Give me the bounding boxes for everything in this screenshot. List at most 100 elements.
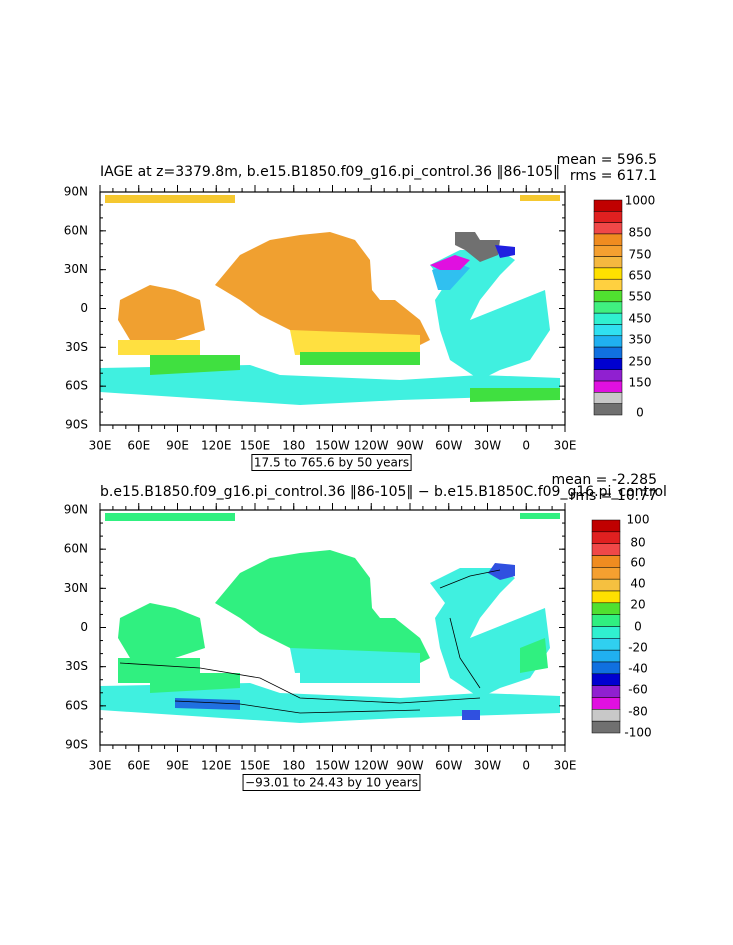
colorbar-box <box>593 233 623 246</box>
lon-label: 180 <box>282 759 305 773</box>
colorbar-box <box>591 661 621 675</box>
lon-label: 0 <box>522 439 530 453</box>
colorbar-box <box>593 301 623 314</box>
colorbar-box <box>591 720 621 734</box>
lat-label: 60N <box>64 542 88 556</box>
lon-label: 90W <box>396 759 423 773</box>
colorbar-label: 150 <box>629 376 652 390</box>
colorbar-box <box>593 324 623 337</box>
colorbar-label: 550 <box>629 290 652 304</box>
lon-label: 60E <box>127 759 150 773</box>
lat-label: 60S <box>65 698 88 712</box>
colorbar-label: 60 <box>630 556 645 570</box>
colorbar-box <box>593 211 623 223</box>
lon-label: 30E <box>89 759 112 773</box>
lon-label: 30E <box>554 759 577 773</box>
map-fill <box>100 513 560 723</box>
colorbar-label: 650 <box>629 269 652 283</box>
colorbar-box <box>593 267 623 280</box>
colorbar-box <box>593 245 623 257</box>
colorbar-box <box>591 626 621 639</box>
colorbar-label: -40 <box>628 662 648 676</box>
lon-label: 150W <box>315 439 350 453</box>
colorbar-box <box>593 256 623 269</box>
rms-label: rms = 10.77 <box>570 488 657 504</box>
lat-label: 90S <box>65 418 88 432</box>
lat-label: 30N <box>64 581 88 595</box>
colorbar-box <box>593 199 623 212</box>
colorbar-box <box>591 590 621 604</box>
lon-label: 120E <box>201 759 232 773</box>
panel-title: IAGE at z=3379.8m, b.e15.B1850.f09_g16.p… <box>100 164 560 180</box>
colorbar-box <box>593 290 623 303</box>
colorbar-box <box>591 649 621 663</box>
colorbar-box <box>591 709 621 722</box>
info-label: 17.5 to 765.6 by 50 years <box>254 456 409 470</box>
colorbar-box <box>591 519 621 533</box>
colorbar-box <box>591 543 621 556</box>
lon-label: 30E <box>554 439 577 453</box>
lon-label: 120E <box>201 439 232 453</box>
lon-label: 90E <box>166 759 189 773</box>
colorbar-box <box>591 614 621 627</box>
colorbar-label: 80 <box>630 536 645 550</box>
colorbar-box <box>591 531 621 544</box>
lon-label: 150E <box>240 759 271 773</box>
map-fill <box>100 195 560 405</box>
colorbar-label: -100 <box>624 726 651 740</box>
colorbar-label: 250 <box>629 355 652 369</box>
lat-label: 30N <box>64 262 88 276</box>
colorbar-label: 40 <box>630 577 645 591</box>
lon-label: 120W <box>354 759 389 773</box>
lon-label: 150W <box>315 759 350 773</box>
lon-label: 0 <box>522 759 530 773</box>
colorbar-box <box>593 358 623 370</box>
info-box <box>251 454 412 471</box>
lat-label: 0 <box>80 620 88 634</box>
colorbar-box <box>591 685 621 698</box>
info-box <box>242 774 421 791</box>
lat-label: 0 <box>80 301 88 315</box>
colorbar-box <box>593 222 623 235</box>
mean-label: mean = 596.5 <box>557 152 657 168</box>
colorbar-box <box>593 380 623 393</box>
lon-label: 60E <box>127 439 150 453</box>
colorbar-box <box>591 567 621 580</box>
colorbar-label: 100 <box>627 513 650 527</box>
lat-label: 30S <box>65 340 88 354</box>
colorbar-box <box>591 697 621 710</box>
lat-label: 90N <box>64 185 88 199</box>
colorbar-box <box>593 278 623 291</box>
colorbar-box <box>591 555 621 568</box>
lon-label: 90W <box>396 439 423 453</box>
lon-label: 60W <box>435 759 462 773</box>
colorbar-label: 1000 <box>625 194 656 208</box>
colorbar-box <box>591 578 621 592</box>
lon-label: 90E <box>166 439 189 453</box>
lat-label: 90N <box>64 503 88 517</box>
lon-label: 120W <box>354 439 389 453</box>
colorbar-label: 0 <box>634 620 642 634</box>
lon-label: 180 <box>282 439 305 453</box>
colorbar-box <box>593 312 623 325</box>
lon-label: 30E <box>89 439 112 453</box>
lon-label: 30W <box>474 439 501 453</box>
lat-label: 90S <box>65 738 88 752</box>
info-label: −93.01 to 24.43 by 10 years <box>245 776 418 790</box>
colorbar-label: 20 <box>630 598 645 612</box>
panel-title: b.e15.B1850.f09_g16.pi_control.36 ‖86-10… <box>100 484 667 500</box>
lat-label: 60N <box>64 223 88 237</box>
lat-label: 60S <box>65 379 88 393</box>
lon-label: 30W <box>474 759 501 773</box>
lat-label: 30S <box>65 659 88 673</box>
lon-label: 60W <box>435 439 462 453</box>
colorbar-box <box>593 392 623 404</box>
rms-label: rms = 617.1 <box>570 168 657 184</box>
lon-label: 150E <box>240 439 271 453</box>
colorbar-box <box>591 673 621 686</box>
colorbar-label: 0 <box>636 406 644 420</box>
colorbar-box <box>593 346 623 359</box>
colorbar-label: 450 <box>629 312 652 326</box>
colorbar-label: -60 <box>628 683 648 697</box>
